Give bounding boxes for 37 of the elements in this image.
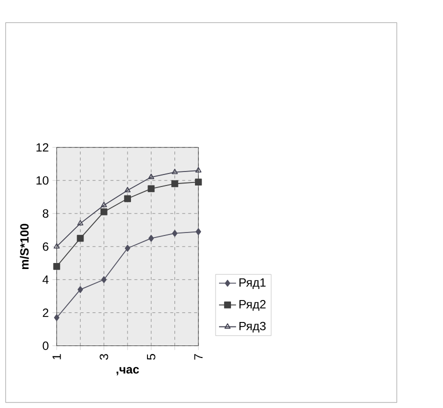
point: [172, 230, 178, 237]
point: [148, 234, 154, 242]
x-tick-label: 5: [147, 354, 156, 360]
point: [196, 228, 202, 236]
point: [148, 174, 154, 180]
legend-label: Ряд3: [239, 322, 266, 332]
point: [124, 195, 131, 202]
y-tick-label: 2: [42, 308, 48, 317]
point: [171, 180, 178, 188]
point: [53, 262, 60, 270]
y-tick-label: 6: [42, 242, 48, 251]
point: [78, 286, 83, 293]
point: [77, 220, 84, 226]
point: [124, 244, 130, 252]
x-tick-label: 7: [194, 354, 203, 360]
x-tick-label: 1: [52, 354, 61, 360]
legend-label: Ряд2: [239, 300, 266, 311]
x-axis-title: ,час: [116, 366, 139, 376]
point: [172, 168, 178, 174]
y-tick-label: 10: [36, 176, 48, 185]
legend-label: Ряд1: [239, 278, 266, 289]
point: [54, 314, 60, 322]
point: [148, 185, 155, 192]
point: [124, 186, 131, 192]
point: [54, 243, 60, 248]
y-tick-label: 0: [42, 341, 48, 350]
point: [76, 234, 84, 242]
y-axis-title: m/S*100: [20, 224, 29, 269]
point: [195, 167, 202, 172]
point: [100, 202, 107, 208]
point: [101, 276, 107, 284]
y-tick-label: 8: [42, 209, 48, 218]
y-tick-label: 12: [36, 143, 48, 152]
point: [194, 178, 202, 186]
point: [100, 208, 108, 216]
y-tick-label: 4: [42, 275, 49, 284]
x-tick-label: 3: [100, 354, 108, 360]
